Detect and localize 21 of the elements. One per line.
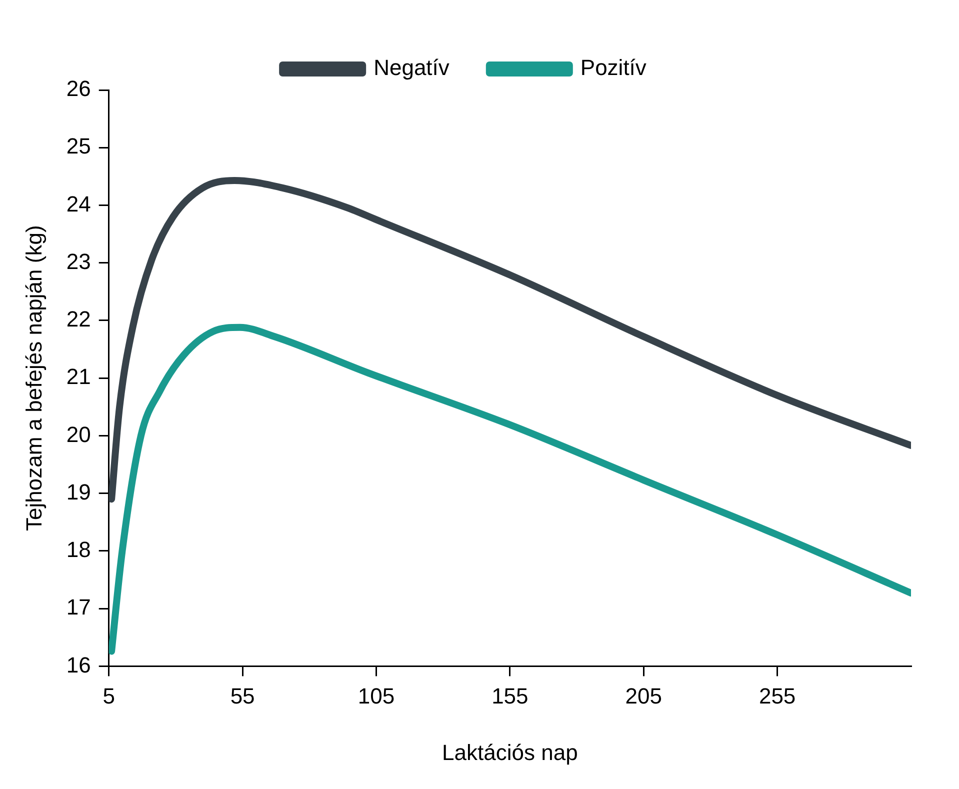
- y-tick-label: 26: [66, 76, 91, 102]
- x-tick-label: 5: [102, 683, 115, 708]
- legend-label: Negatív: [374, 55, 450, 80]
- x-tick-label: 155: [492, 683, 528, 708]
- y-tick-label: 24: [66, 191, 91, 216]
- x-tick-label: 105: [358, 683, 395, 708]
- x-axis-title: Laktációs nap: [442, 740, 578, 765]
- x-tick-label: 55: [230, 683, 255, 708]
- y-axis-title: Tejhozam a befejés napján (kg): [21, 225, 46, 531]
- y-tick-label: 20: [66, 422, 91, 447]
- y-tick-label: 19: [66, 479, 91, 504]
- y-tick-label: 21: [66, 364, 91, 390]
- x-tick-label: 255: [758, 683, 796, 708]
- y-tick-label: 23: [66, 248, 91, 274]
- legend-label: Pozitív: [580, 55, 646, 80]
- x-tick-label: 205: [625, 683, 662, 708]
- y-tick-label: 25: [66, 134, 91, 159]
- y-tick-label: 17: [66, 594, 91, 620]
- y-tick-label: 16: [66, 652, 91, 678]
- y-tick-label: 22: [66, 306, 91, 332]
- y-tick-label: 18: [66, 537, 91, 562]
